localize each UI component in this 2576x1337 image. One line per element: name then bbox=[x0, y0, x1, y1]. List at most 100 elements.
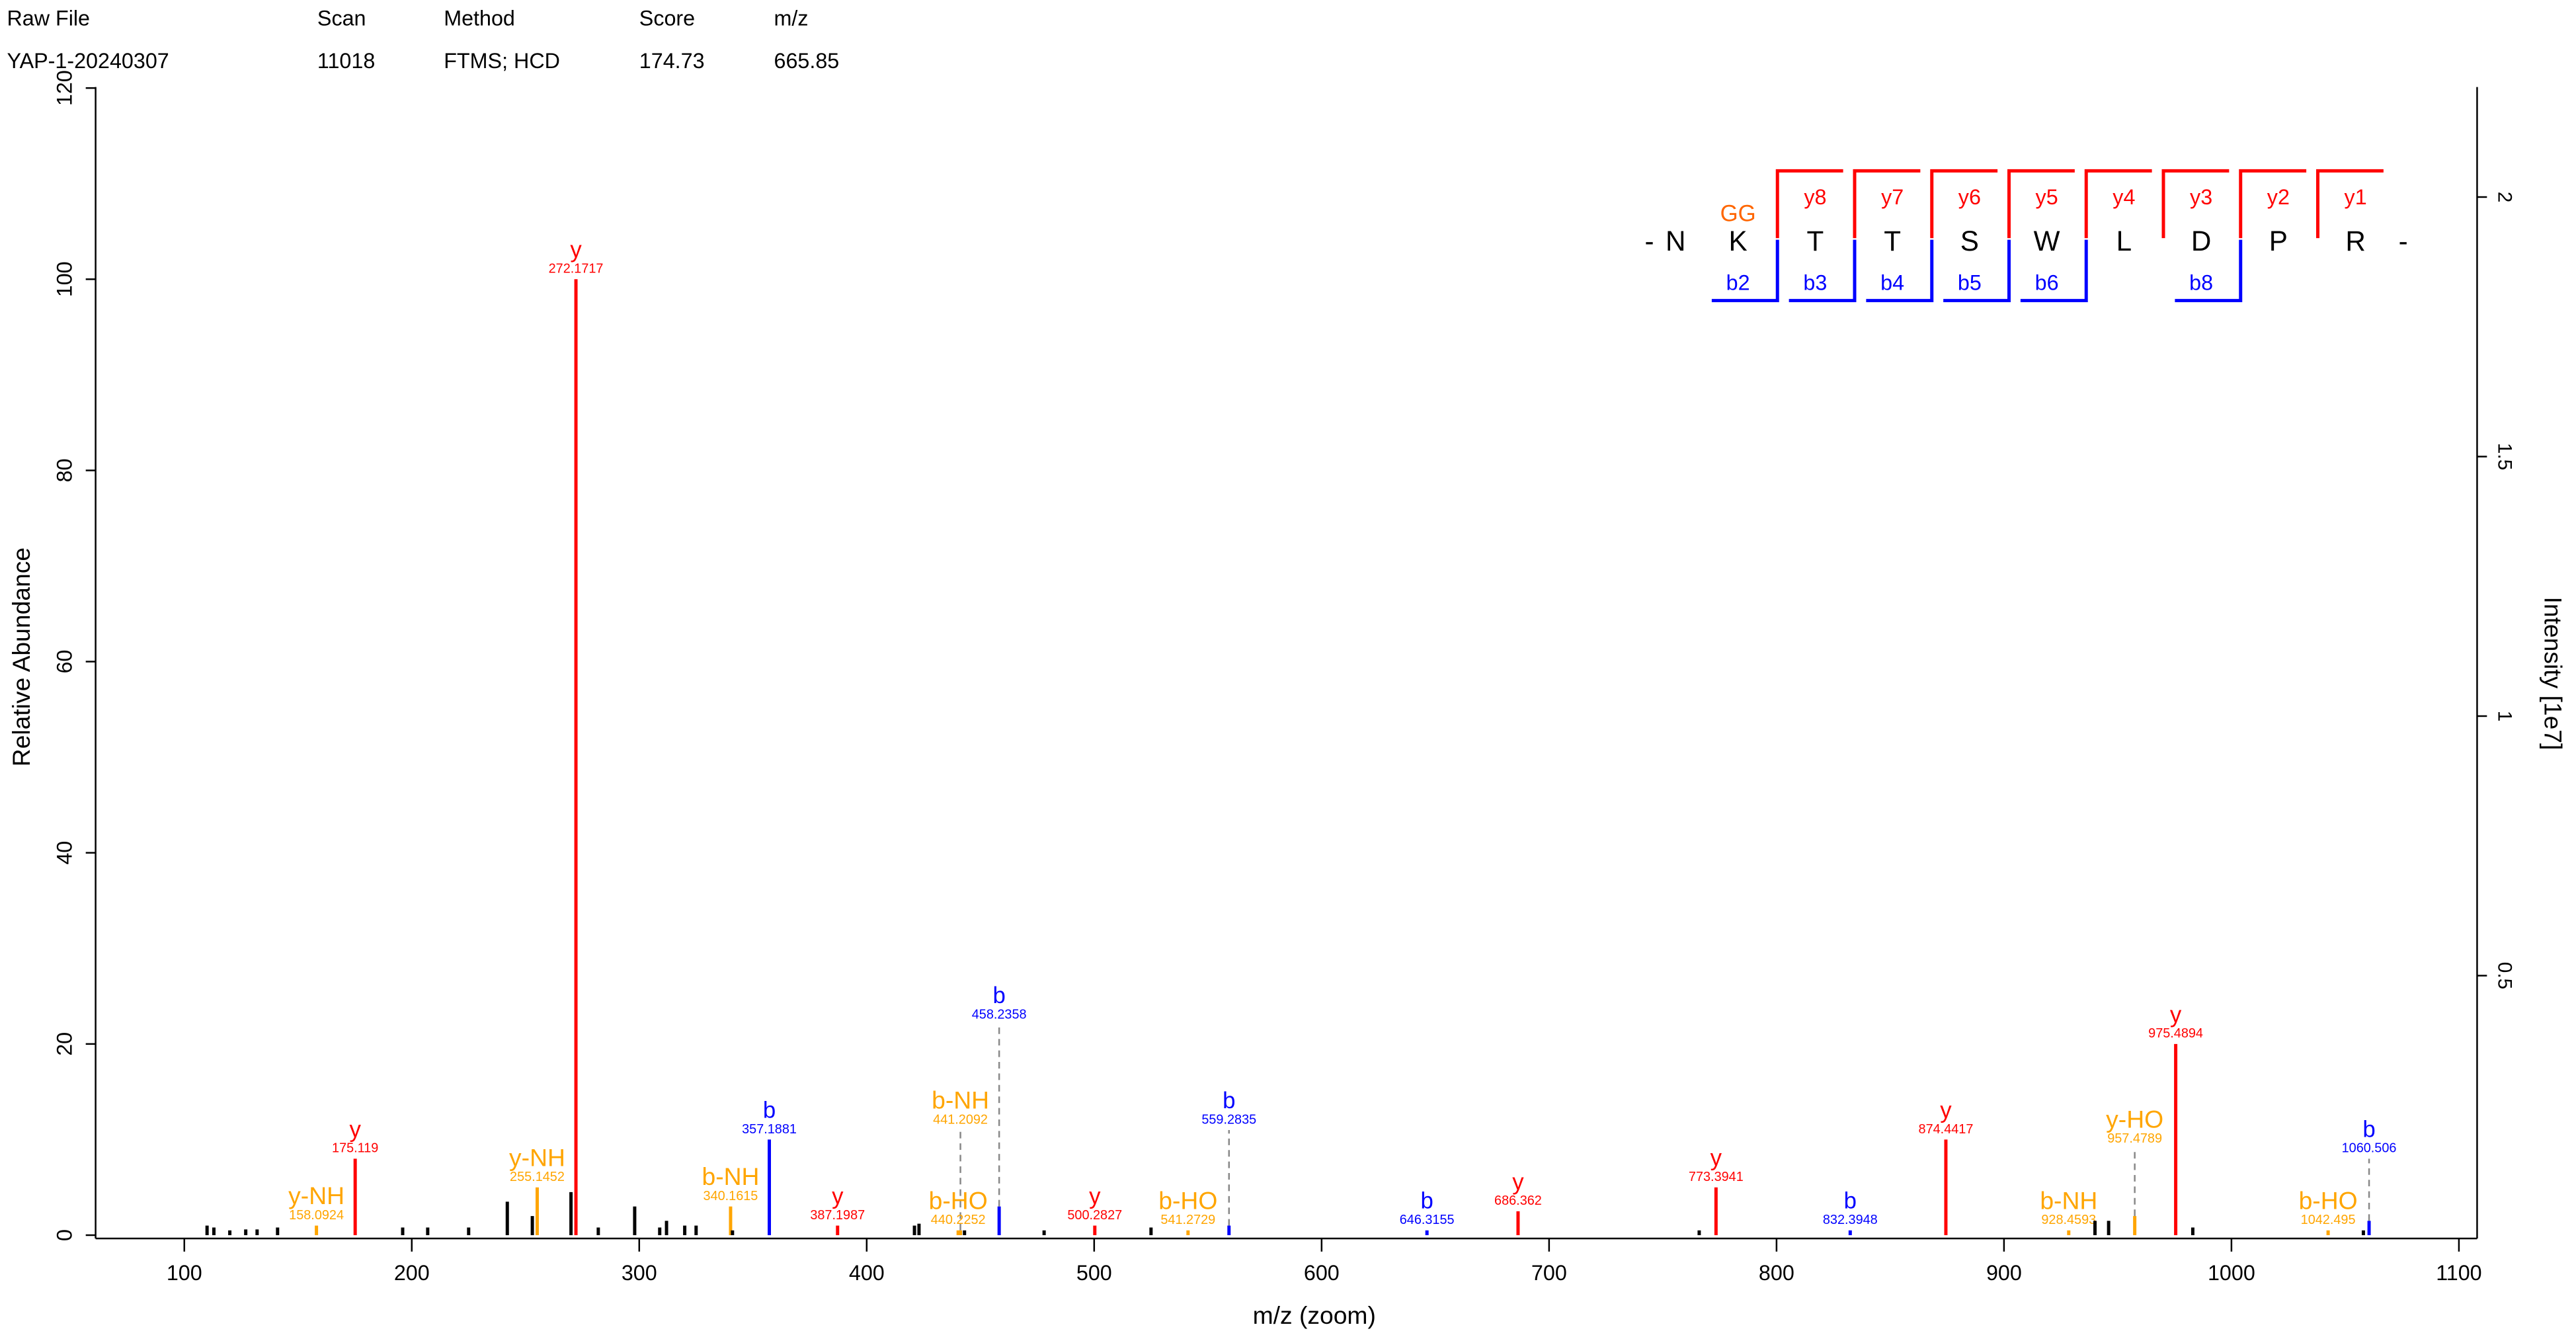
mz-label: 686.362 bbox=[1494, 1194, 1542, 1208]
header-value: 174.73 bbox=[639, 49, 705, 73]
ion-label: y-NH bbox=[509, 1143, 565, 1171]
ion-label: b-HO bbox=[2299, 1186, 2358, 1214]
header-value: FTMS; HCD bbox=[444, 49, 560, 73]
x-tick-label: 100 bbox=[167, 1261, 202, 1285]
x-tick-label: 1000 bbox=[2208, 1261, 2255, 1285]
y2-tick-label: 0.5 bbox=[2493, 962, 2515, 989]
ion-label: y bbox=[1711, 1146, 1722, 1171]
ion-label: b-HO bbox=[1158, 1186, 1217, 1214]
ion-label: b-NH bbox=[932, 1086, 989, 1114]
y-axis-label: Relative Abundance bbox=[7, 547, 35, 766]
residue: N bbox=[1666, 225, 1686, 257]
residue: D bbox=[2191, 225, 2212, 257]
mz-label: 357.1881 bbox=[742, 1122, 797, 1137]
mz-label: 541.2729 bbox=[1160, 1213, 1215, 1227]
y-tick-label: 20 bbox=[52, 1032, 76, 1056]
y-ion-label: y3 bbox=[2190, 185, 2212, 209]
y-bracket bbox=[2239, 169, 2307, 239]
b-ion-label: b8 bbox=[2189, 270, 2213, 294]
y-bracket bbox=[2007, 169, 2075, 239]
x-tick-label: 800 bbox=[1759, 1261, 1794, 1285]
header-value: YAP-1-20240307 bbox=[7, 49, 169, 73]
x-tick-label: 900 bbox=[1986, 1261, 2022, 1285]
mz-label: 773.3941 bbox=[1689, 1170, 1744, 1184]
y-bracket bbox=[1775, 169, 1843, 239]
ion-label: y-NH bbox=[288, 1182, 344, 1209]
seq-terminus: - bbox=[2399, 225, 2408, 257]
ion-label: b bbox=[1420, 1189, 1433, 1214]
y-ion-label: y8 bbox=[1804, 185, 1826, 209]
b-bracket bbox=[1866, 239, 1934, 303]
x-tick-label: 300 bbox=[622, 1261, 657, 1285]
header-value: 11018 bbox=[317, 49, 375, 73]
ion-label: y bbox=[832, 1184, 844, 1209]
y2-tick-label: 1 bbox=[2493, 711, 2515, 722]
y-bracket bbox=[2084, 169, 2152, 239]
mz-label: 255.1452 bbox=[510, 1170, 565, 1184]
mz-label: 832.3948 bbox=[1823, 1213, 1878, 1227]
y-tick-label: 100 bbox=[52, 261, 76, 297]
ion-label: b-NH bbox=[702, 1162, 759, 1190]
residue: K bbox=[1729, 225, 1748, 257]
ion-label: b-NH bbox=[2040, 1186, 2097, 1214]
ion-label: y bbox=[1940, 1098, 1952, 1123]
header-label: Scan bbox=[317, 6, 366, 30]
ion-label: y bbox=[1089, 1184, 1101, 1209]
seq-terminus: - bbox=[1644, 225, 1654, 257]
y-ion-label: y6 bbox=[1958, 185, 1981, 209]
y-bracket bbox=[2161, 169, 2230, 239]
mz-label: 975.4894 bbox=[2148, 1026, 2203, 1041]
ion-label: y bbox=[570, 237, 582, 263]
mz-label: 957.4789 bbox=[2107, 1131, 2162, 1146]
y-ion-label: y2 bbox=[2267, 185, 2290, 209]
ion-label: y bbox=[1512, 1170, 1524, 1195]
mz-label: 340.1615 bbox=[704, 1189, 758, 1203]
mz-label: 559.2835 bbox=[1201, 1112, 1256, 1127]
y-tick-label: 0 bbox=[52, 1229, 76, 1241]
b-bracket bbox=[1789, 239, 1857, 303]
mz-label: 387.1987 bbox=[810, 1208, 865, 1223]
ion-label: b bbox=[992, 983, 1005, 1008]
b-bracket bbox=[1943, 239, 2011, 303]
mz-label: 874.4417 bbox=[1919, 1122, 1974, 1137]
y-tick-label: 60 bbox=[52, 650, 76, 674]
residue: L bbox=[2116, 225, 2132, 257]
y-tick-label: 80 bbox=[52, 458, 76, 482]
residue: W bbox=[2034, 225, 2060, 257]
b-ion-label: b4 bbox=[1880, 270, 1904, 294]
b-ion-label: b6 bbox=[2035, 270, 2059, 294]
mz-label: 500.2827 bbox=[1067, 1208, 1122, 1223]
header-label: Raw File bbox=[7, 6, 90, 30]
mz-label: 158.0924 bbox=[289, 1208, 344, 1223]
y-ion-label: y1 bbox=[2345, 185, 2367, 209]
ion-label: y-HO bbox=[2106, 1105, 2163, 1133]
y-ion-label: y5 bbox=[2036, 185, 2058, 209]
x-tick-label: 400 bbox=[849, 1261, 885, 1285]
b-ion-label: b5 bbox=[1958, 270, 1982, 294]
mz-label: 1042.495 bbox=[2301, 1213, 2356, 1227]
x-tick-label: 600 bbox=[1304, 1261, 1340, 1285]
ion-label: b bbox=[1844, 1189, 1857, 1214]
y-ion-label: y4 bbox=[2113, 185, 2135, 209]
x-tick-label: 500 bbox=[1076, 1261, 1112, 1285]
header-value: 665.85 bbox=[774, 49, 839, 73]
ion-label: b bbox=[763, 1098, 776, 1123]
y-tick-label: 120 bbox=[52, 70, 76, 106]
x-tick-label: 200 bbox=[394, 1261, 430, 1285]
residue: T bbox=[1884, 225, 1901, 257]
mz-label: 440.2252 bbox=[931, 1213, 986, 1227]
b-ion-label: b3 bbox=[1803, 270, 1827, 294]
x-axis-label: m/z (zoom) bbox=[1253, 1301, 1376, 1329]
header-label: Method bbox=[444, 6, 515, 30]
b-bracket bbox=[2020, 239, 2088, 303]
y-bracket bbox=[1930, 169, 1998, 239]
header-label: Score bbox=[639, 6, 695, 30]
b-bracket bbox=[2175, 239, 2243, 303]
residue: R bbox=[2345, 225, 2366, 257]
x-tick-label: 1100 bbox=[2436, 1261, 2481, 1285]
mz-label: 441.2092 bbox=[933, 1112, 988, 1127]
mz-label: 458.2358 bbox=[972, 1007, 1027, 1022]
b-ion-label: b2 bbox=[1726, 270, 1750, 294]
mz-label: 175.119 bbox=[332, 1141, 378, 1156]
